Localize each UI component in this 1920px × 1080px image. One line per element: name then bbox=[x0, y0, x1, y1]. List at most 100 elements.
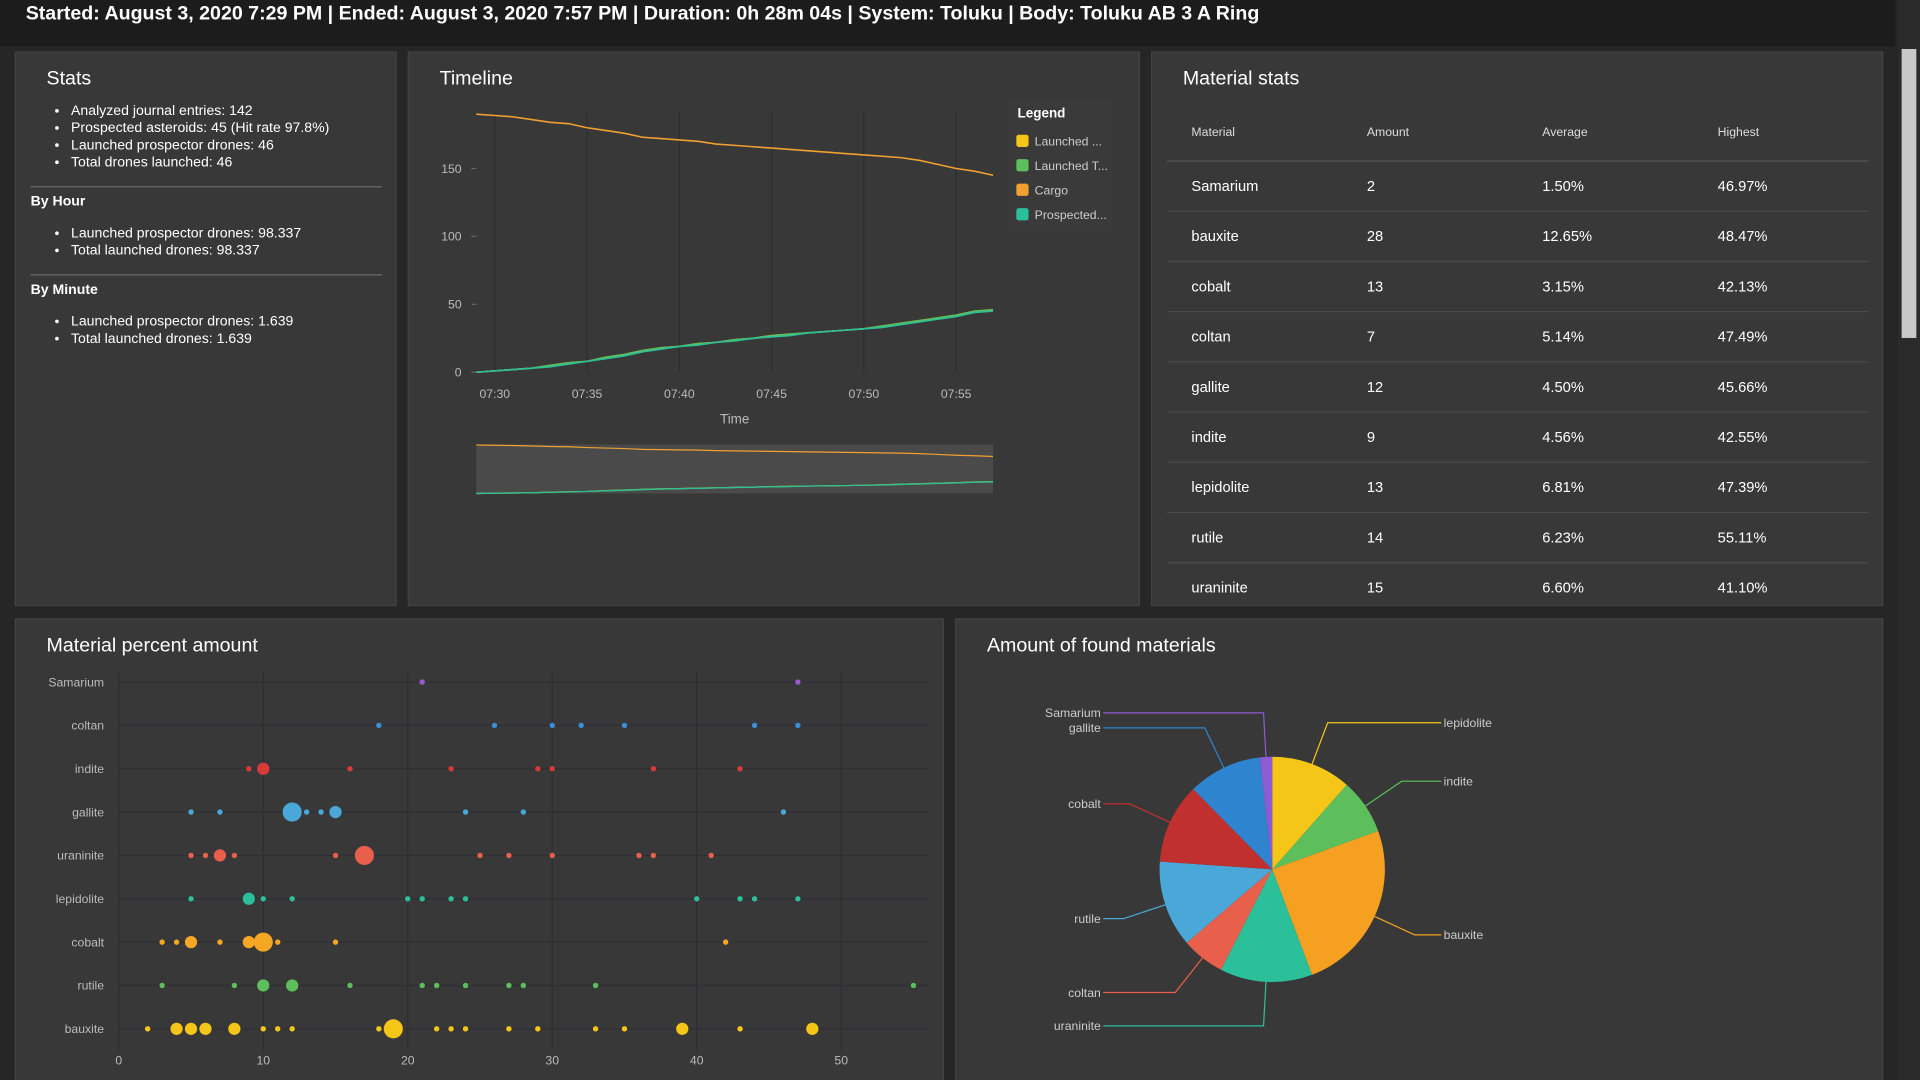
point bbox=[144, 1026, 151, 1032]
table-cell: 46.97% bbox=[1693, 161, 1869, 212]
point bbox=[650, 852, 657, 859]
point bbox=[376, 1026, 382, 1032]
table-cell: 55.11% bbox=[1693, 512, 1869, 564]
panel-title: Material percent amount bbox=[46, 635, 258, 657]
x-tick-label: 07:40 bbox=[664, 387, 695, 401]
y-tick-label: uraninite bbox=[57, 849, 104, 863]
pie-slice bbox=[1272, 784, 1379, 870]
point bbox=[260, 896, 266, 902]
point bbox=[491, 722, 498, 729]
point bbox=[376, 722, 382, 729]
timeline-chart: 07:30 07:35 07:40 07:45 07:50 07:55 0 50 100 150 T… bbox=[441, 101, 1114, 495]
pie-chart: lepidolite indite bauxite uraninite coltan ru… bbox=[1045, 706, 1492, 1033]
separator bbox=[30, 186, 383, 188]
table-cell: 4.56% bbox=[1517, 412, 1694, 463]
stat-item: Prospected asteroids: 45 (Hit rate 97.8%… bbox=[71, 120, 329, 137]
leader-line bbox=[1365, 780, 1442, 807]
pie-slice bbox=[1272, 756, 1347, 870]
y-tick-label: bauxite bbox=[65, 1022, 105, 1036]
point bbox=[184, 1022, 198, 1035]
legend-label[interactable]: Prospected... bbox=[1035, 208, 1107, 222]
table-cell: uraninite bbox=[1166, 562, 1343, 605]
table-cell: 6.23% bbox=[1517, 512, 1694, 564]
table-row: rutile 14 6.23% 55.11% bbox=[1166, 512, 1869, 564]
point bbox=[448, 766, 454, 772]
scrollbar[interactable] bbox=[1897, 0, 1920, 1080]
point bbox=[332, 852, 339, 859]
point bbox=[621, 722, 628, 729]
point bbox=[549, 766, 555, 772]
point bbox=[462, 896, 469, 902]
y-tick-label: indite bbox=[75, 762, 104, 776]
table-cell: 14 bbox=[1342, 512, 1518, 564]
stat-item: Launched prospector drones: 1.639 bbox=[71, 313, 293, 330]
point bbox=[159, 982, 165, 989]
y-tick-label: 150 bbox=[441, 162, 462, 176]
point bbox=[228, 1022, 241, 1035]
pie-slice bbox=[1159, 789, 1273, 870]
point bbox=[506, 1026, 512, 1032]
y-tick-label: 50 bbox=[448, 298, 462, 312]
pie-panel: Amount of found materials lepidolite indi… bbox=[955, 618, 1884, 1080]
point bbox=[188, 809, 194, 815]
point bbox=[246, 766, 252, 772]
legend-label[interactable]: Launched T... bbox=[1035, 159, 1108, 173]
table-cell: 41.10% bbox=[1693, 562, 1869, 605]
point bbox=[159, 939, 165, 945]
point bbox=[289, 1026, 295, 1032]
table-cell: 13 bbox=[1342, 261, 1518, 313]
point bbox=[231, 982, 238, 989]
column-header: Material bbox=[1166, 104, 1343, 162]
stats-list: Launched prospector drones: 1.639Total l… bbox=[16, 313, 293, 347]
leader-line bbox=[1103, 727, 1225, 768]
panel-title: Amount of found materials bbox=[986, 635, 1216, 657]
scroll-thumb[interactable] bbox=[1901, 48, 1917, 338]
pie-slice bbox=[1259, 756, 1273, 870]
point bbox=[275, 1026, 281, 1032]
table-cell: gallite bbox=[1166, 361, 1343, 413]
slice-label: rutile bbox=[1074, 912, 1101, 926]
material-stats-panel: Material stats Material Amount Average High… bbox=[1151, 51, 1884, 607]
point bbox=[188, 852, 194, 859]
separator bbox=[30, 274, 383, 276]
point bbox=[506, 982, 512, 989]
legend-swatch[interactable] bbox=[1016, 208, 1029, 221]
point bbox=[737, 896, 743, 902]
pie-slice bbox=[1193, 757, 1273, 870]
point bbox=[282, 802, 302, 822]
table-cell: 42.55% bbox=[1693, 412, 1869, 463]
point bbox=[694, 896, 700, 902]
table-cell: Samarium bbox=[1166, 161, 1343, 212]
legend-swatch[interactable] bbox=[1016, 134, 1029, 147]
point bbox=[477, 852, 483, 859]
point bbox=[184, 936, 198, 949]
slice-label: cobalt bbox=[1068, 797, 1101, 811]
y-tick-label: 0 bbox=[455, 366, 462, 380]
legend-swatch[interactable] bbox=[1016, 183, 1029, 196]
point bbox=[419, 679, 425, 685]
table-cell: 45.66% bbox=[1693, 361, 1869, 413]
x-tick-label: 10 bbox=[256, 1053, 270, 1067]
point bbox=[253, 932, 273, 952]
pie-slice bbox=[1159, 861, 1273, 943]
legend-label[interactable]: Cargo bbox=[1035, 184, 1069, 198]
point bbox=[217, 809, 223, 815]
stats-list: Launched prospector drones: 98.337Total … bbox=[16, 225, 301, 259]
panel-title: Stats bbox=[46, 68, 92, 90]
legend-label[interactable]: Launched ... bbox=[1035, 135, 1102, 149]
table-cell: 48.47% bbox=[1693, 211, 1869, 263]
leader-line bbox=[1103, 981, 1267, 1027]
pie-slice bbox=[1272, 831, 1385, 975]
table-row: indite 9 4.56% 42.55% bbox=[1166, 412, 1869, 463]
column-header: Average bbox=[1517, 104, 1694, 162]
legend-swatch[interactable] bbox=[1016, 159, 1029, 172]
point bbox=[592, 982, 599, 989]
y-tick-label: lepidolite bbox=[56, 892, 104, 906]
line bbox=[476, 308, 994, 374]
point bbox=[751, 896, 758, 902]
point bbox=[780, 809, 787, 815]
point bbox=[188, 896, 194, 902]
point bbox=[448, 896, 454, 902]
table-row: cobalt 13 3.15% 42.13% bbox=[1166, 261, 1869, 313]
